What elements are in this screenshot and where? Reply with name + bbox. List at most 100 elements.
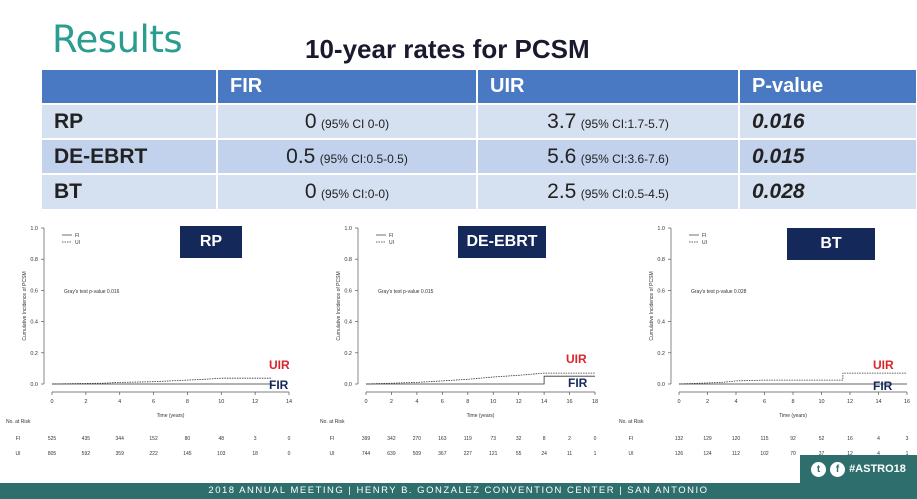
risk-count: 342	[387, 436, 396, 442]
x-tick-label: 8	[186, 399, 189, 405]
risk-group-label: UI	[629, 451, 634, 457]
legend-fi-label: FI	[75, 233, 79, 239]
y-tick-label: 0.4	[657, 320, 665, 326]
chart-panel-bt: 0.0 0.2 0.4 0.6 0.8 1.0 0 2 4 6 8 10 12 14 16 Time (yea…	[617, 218, 917, 462]
risk-count: 52	[819, 436, 825, 442]
y-tick-label: 0.6	[344, 288, 352, 294]
twitter-icon: t	[811, 461, 827, 477]
series-ui-line	[678, 372, 907, 385]
risk-count: 270	[413, 436, 422, 442]
x-tick-label: 18	[592, 399, 598, 405]
uir-ci: (95% CI:3.6-7.6)	[580, 151, 669, 166]
fir-end-label: FIR	[568, 376, 588, 390]
header-pvalue: P-value	[739, 70, 917, 104]
panel-label-rp: RP	[180, 226, 242, 258]
hashtag: #ASTRO18	[849, 463, 906, 475]
table-header-row: FIR UIR P-value	[42, 70, 917, 104]
chart-panel-de-ebrt: 0.0 0.2 0.4 0.6 0.8 1.0 0 2 4 6 8 10 12 14 16 18 Time (y…	[318, 218, 618, 462]
fir-ci: (95% CI:0.5-0.5)	[319, 151, 408, 166]
risk-count: 132	[675, 436, 684, 442]
uir-value: 5.6	[547, 144, 577, 168]
risk-count: 18	[252, 451, 258, 457]
x-tick-label: 16	[904, 399, 910, 405]
risk-count: 1	[594, 451, 597, 457]
x-tick-label: 8	[466, 399, 469, 405]
risk-count: 525	[48, 436, 57, 442]
risk-count: 399	[362, 436, 371, 442]
risk-count: 639	[387, 451, 396, 457]
p-value: 0.028	[739, 173, 917, 209]
risk-group-label: UI	[16, 451, 21, 457]
risk-count: 4	[877, 451, 880, 457]
risk-count: 359	[116, 451, 125, 457]
y-tick-label: 0.4	[344, 320, 352, 326]
series-ui-line	[365, 372, 595, 385]
risk-count: 12	[847, 451, 853, 457]
y-tick-label: 0.8	[30, 257, 38, 263]
x-axis-label: Time (years)	[467, 413, 495, 419]
row-label: DE-EBRT	[42, 138, 218, 174]
series-ui-line	[51, 377, 273, 385]
pcsm-rates-table: FIR UIR P-value RP 0 (95% CI 0-0) 3.7 (9…	[42, 70, 917, 209]
panel-label-de-ebrt: DE-EBRT	[458, 226, 546, 258]
y-tick-label: 0.0	[657, 382, 665, 388]
chart-svg-rp: 0.0 0.2 0.4 0.6 0.8 1.0 0 2 4 6 8 10 12 14 Time (years…	[6, 226, 292, 457]
row-label: BT	[42, 173, 218, 209]
uir-end-label: UIR	[873, 358, 894, 372]
risk-count: 126	[675, 451, 684, 457]
risk-count: 115	[761, 436, 769, 442]
risk-group-label: FI	[330, 436, 334, 442]
header-empty	[42, 70, 218, 104]
y-tick-label: 0.8	[344, 257, 352, 263]
fir-ci: (95% CI 0-0)	[321, 116, 390, 131]
risk-count: 367	[438, 451, 447, 457]
fir-ci: (95% CI:0-0)	[321, 187, 390, 201]
grays-test-annotation: Gray's test p-value 0.015	[378, 289, 434, 295]
grays-test-annotation: Gray's test p-value 0.028	[691, 289, 747, 295]
uir-cell: 5.6 (95% CI:3.6-7.6)	[477, 138, 740, 174]
fir-value: 0.5	[286, 144, 316, 168]
risk-count: 145	[183, 451, 192, 457]
fir-value: 0	[304, 109, 317, 133]
y-tick-label: 1.0	[30, 226, 38, 232]
risk-group-label: UI	[330, 451, 335, 457]
x-tick-label: 10	[218, 399, 224, 405]
risk-count: 592	[82, 451, 91, 457]
facebook-icon: f	[830, 461, 846, 477]
risk-count: 80	[185, 436, 191, 442]
y-tick-label: 0.4	[30, 320, 38, 326]
risk-count: 121	[489, 451, 498, 457]
x-tick-label: 4	[734, 399, 737, 405]
risk-table-title: No. at Risk	[6, 419, 31, 425]
y-axis-label: Cumulative Incidence of PCSM	[649, 271, 655, 340]
table-row: DE-EBRT 0.5 (95% CI:0.5-0.5) 5.6 (95% CI…	[42, 138, 917, 174]
x-tick-label: 4	[118, 399, 121, 405]
y-tick-label: 0.0	[30, 382, 38, 388]
panel-label-bt: BT	[787, 228, 875, 260]
risk-count: 55	[516, 451, 522, 457]
table-row: RP 0 (95% CI 0-0) 3.7 (95% CI:1.7-5.7) 0…	[42, 103, 917, 139]
header-fir: FIR	[217, 70, 478, 104]
fir-end-label: FIR	[873, 379, 893, 393]
fir-value: 0	[304, 180, 317, 203]
x-tick-label: 12	[516, 399, 522, 405]
risk-count: 0	[594, 436, 597, 442]
row-label: RP	[42, 103, 218, 139]
x-tick-label: 14	[875, 399, 881, 405]
risk-count: 222	[149, 451, 158, 457]
fir-cell: 0 (95% CI 0-0)	[217, 103, 478, 139]
y-tick-label: 0.8	[657, 257, 665, 263]
slide-subtitle: 10-year rates for PCSM	[305, 34, 590, 64]
risk-count: 120	[732, 436, 741, 442]
uir-value: 2.5	[547, 180, 577, 203]
legend-ui-label: UI	[75, 240, 80, 246]
risk-count: 344	[116, 436, 125, 442]
x-tick-label: 16	[566, 399, 572, 405]
y-axis-label: Cumulative Incidence of PCSM	[336, 271, 342, 340]
uir-ci: (95% CI:1.7-5.7)	[580, 116, 669, 131]
risk-count: 744	[362, 451, 371, 457]
risk-group-label: FI	[16, 436, 20, 442]
legend-fi-label: FI	[389, 233, 393, 239]
